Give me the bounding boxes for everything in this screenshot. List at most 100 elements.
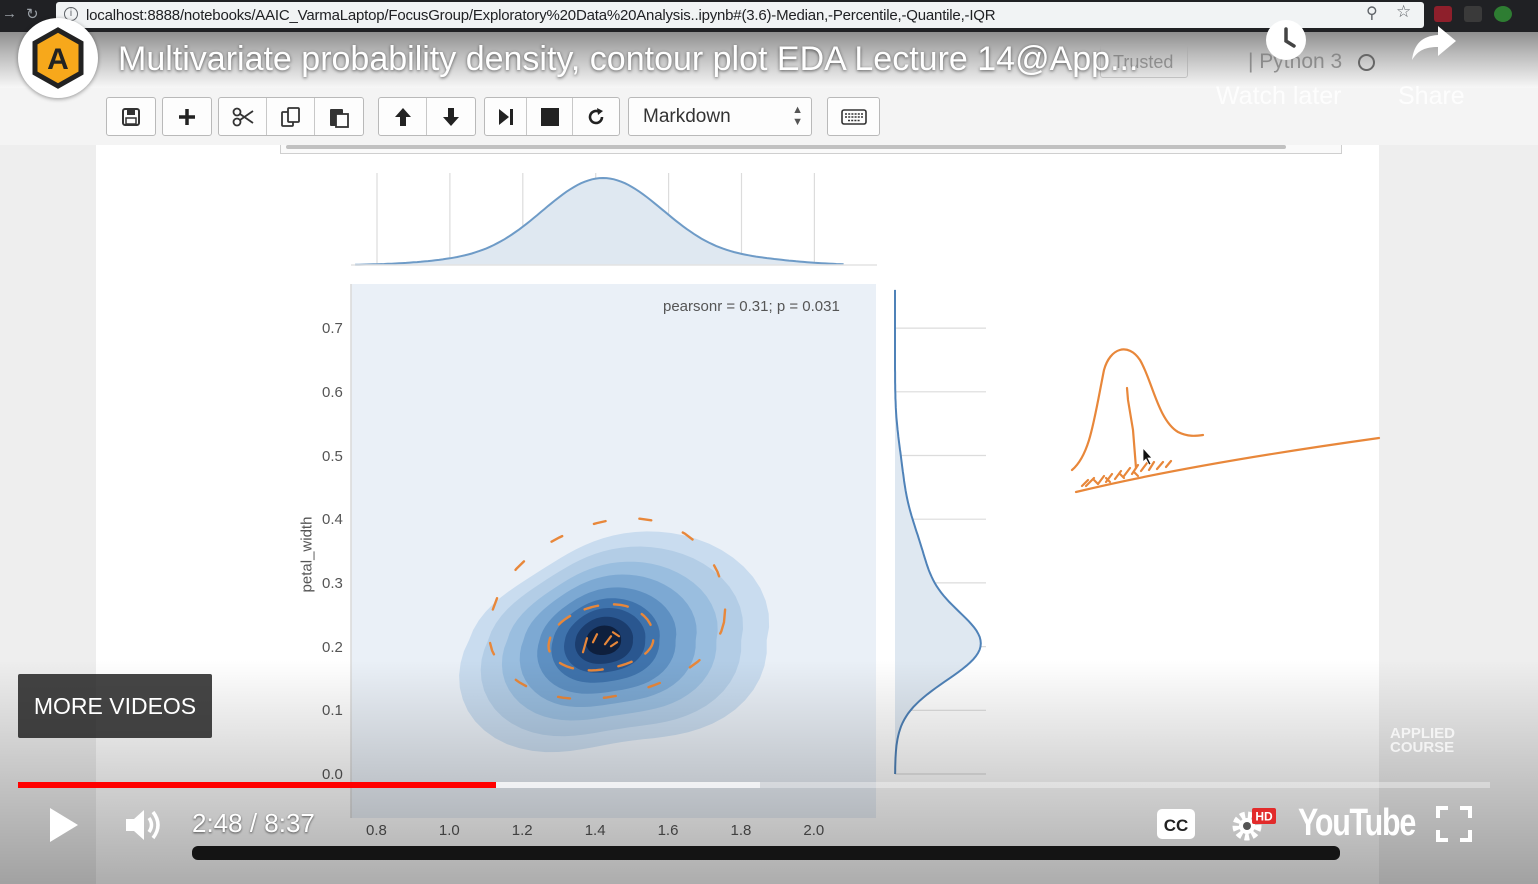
watch-later-icon[interactable] xyxy=(1266,20,1306,60)
svg-text:HD: HD xyxy=(1255,810,1273,824)
reload-icon[interactable]: ↻ xyxy=(26,6,39,23)
run-cell-button[interactable] xyxy=(485,98,527,135)
play-button[interactable] xyxy=(46,806,82,844)
channel-avatar[interactable]: A xyxy=(18,18,98,98)
x-tick-label: 1.6 xyxy=(657,822,679,839)
interrupt-button[interactable] xyxy=(527,98,573,135)
share-icon[interactable] xyxy=(1410,22,1458,64)
hand-drawn-contour xyxy=(547,603,655,672)
arrow-up-icon xyxy=(394,107,411,126)
gmail-extension-icon[interactable] xyxy=(1434,6,1452,22)
taskbar-strip xyxy=(192,846,1340,860)
mouse-cursor-icon xyxy=(1142,446,1153,466)
cut-button[interactable] xyxy=(219,98,267,135)
zoom-icon[interactable]: ⚲ xyxy=(1366,5,1378,22)
hand-drawn-scribble xyxy=(581,631,621,654)
watermark-line-1: APPLIED xyxy=(1390,725,1456,742)
paste-button[interactable] xyxy=(315,98,363,135)
share-button[interactable]: Share xyxy=(1398,82,1465,110)
move-group xyxy=(378,97,476,136)
save-icon xyxy=(122,107,140,126)
svg-text:CC: CC xyxy=(1164,816,1189,835)
arrow-down-icon xyxy=(443,107,459,126)
whiteboard-sketch xyxy=(1070,348,1381,494)
time-display: 2:48 / 8:37 xyxy=(192,808,315,838)
marginal-y-kde xyxy=(894,289,986,775)
x-tick-label: 1.4 xyxy=(584,822,606,839)
command-palette-button[interactable] xyxy=(827,97,880,136)
marginal-x-kde xyxy=(351,173,877,266)
hd-badge xyxy=(1252,808,1276,824)
youtube-logo[interactable]: YouTube xyxy=(1298,802,1416,844)
hand-drawn-contour xyxy=(487,517,727,701)
insert-group xyxy=(162,97,212,136)
save-button[interactable] xyxy=(107,98,155,135)
svg-text:A: A xyxy=(47,43,69,76)
settings-button[interactable]: HD xyxy=(1228,806,1278,844)
volume-button[interactable] xyxy=(124,806,166,844)
page-margin-left xyxy=(0,145,96,884)
y-tick-label: 0.6 xyxy=(322,383,343,401)
volume-icon xyxy=(126,810,160,840)
back-icon[interactable]: → xyxy=(2,5,17,22)
extension-icon[interactable] xyxy=(1494,6,1512,22)
trusted-badge[interactable]: Trusted xyxy=(1100,44,1188,78)
x-tick-label: 0.8 xyxy=(366,822,387,839)
x-tick-label: 1.0 xyxy=(438,822,460,839)
play-icon xyxy=(50,808,78,842)
page-margin-right xyxy=(1379,145,1538,884)
watermark-line-2: COURSE xyxy=(1390,739,1455,756)
move-down-button[interactable] xyxy=(427,98,475,135)
y-tick-label: 0.7 xyxy=(322,320,343,338)
kernel-status-icon xyxy=(1358,54,1375,71)
y-tick-label: 0.5 xyxy=(322,447,343,465)
extension-icon[interactable] xyxy=(1464,6,1482,22)
bookmark-star-icon[interactable]: ☆ xyxy=(1396,2,1412,21)
plus-icon xyxy=(179,108,195,125)
move-up-button[interactable] xyxy=(379,98,427,135)
handwritten-annotation xyxy=(487,517,727,701)
channel-logo-icon: A xyxy=(32,27,84,89)
cut-icon xyxy=(232,107,254,126)
seek-bar[interactable] xyxy=(18,782,1490,788)
x-tick-label: 1.8 xyxy=(730,822,752,839)
fullscreen-icon xyxy=(1436,806,1472,842)
y-tick-label: 0.2 xyxy=(322,638,343,656)
more-videos-button[interactable]: MORE VIDEOS xyxy=(18,674,212,738)
copy-icon xyxy=(280,106,300,127)
y-axis-label: petal_width xyxy=(298,516,316,593)
y-tick-label: 0.0 xyxy=(322,766,343,783)
video-title[interactable]: Multivariate probability density, contou… xyxy=(118,40,1139,78)
watch-later-button[interactable]: Watch later xyxy=(1216,82,1342,110)
address-bar[interactable]: i localhost:8888/notebooks/AAIC_VarmaLap… xyxy=(56,2,1424,28)
insert-cell-button[interactable] xyxy=(163,98,211,135)
stop-icon xyxy=(540,107,559,126)
fullscreen-button[interactable] xyxy=(1436,806,1472,842)
refresh-icon xyxy=(588,107,604,124)
captions-button[interactable]: CC xyxy=(1156,808,1196,840)
skip-next-icon xyxy=(498,108,513,125)
channel-watermark[interactable]: APPLIED COURSE xyxy=(1390,725,1456,756)
select-arrows-icon: ▲ ▼ xyxy=(792,104,803,128)
y-tick-label: 0.1 xyxy=(322,702,343,720)
y-tick-label: 0.4 xyxy=(322,511,343,529)
restart-button[interactable] xyxy=(573,98,619,135)
paste-icon xyxy=(330,108,349,128)
run-group xyxy=(484,97,620,136)
cell-type-value: Markdown xyxy=(643,106,731,127)
copy-button[interactable] xyxy=(267,98,315,135)
browser-chrome: → ↻ i localhost:8888/notebooks/AAIC_Varm… xyxy=(0,0,1538,32)
cell-type-select[interactable]: Markdown ▲ ▼ xyxy=(628,97,812,136)
save-group xyxy=(106,97,156,136)
pearson-annotation: pearsonr = 0.31; p = 0.031 xyxy=(663,298,840,315)
x-tick-label: 1.2 xyxy=(511,822,533,839)
url-text: localhost:8888/notebooks/AAIC_VarmaLapto… xyxy=(86,7,996,24)
gear-icon xyxy=(1232,811,1262,841)
played-progress xyxy=(18,782,497,788)
edit-group xyxy=(218,97,364,136)
cell-scrollbar[interactable] xyxy=(286,145,1286,149)
keyboard-icon xyxy=(840,108,867,125)
x-tick-label: 2.0 xyxy=(803,822,825,839)
